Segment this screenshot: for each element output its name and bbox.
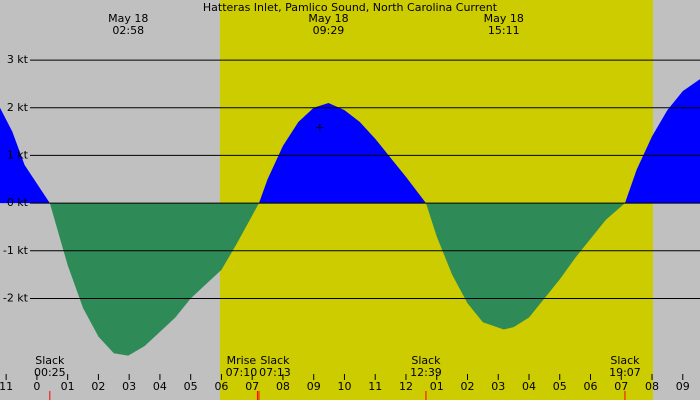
x-tick-label: 02 (91, 380, 105, 393)
ebb-area (425, 203, 625, 330)
y-tick-label: -2 kt (3, 291, 29, 304)
x-tick-label: 10 (337, 380, 351, 393)
x-tick-label: 07 (245, 380, 259, 393)
x-tick-label: 0 (33, 380, 40, 393)
flood-area (258, 102, 426, 204)
peak-date: May 18 (108, 12, 148, 25)
event-name: Slack (411, 354, 441, 367)
event-name: Mrise (227, 354, 257, 367)
event-time: 19:07 (609, 366, 641, 379)
x-tick-label: 06 (584, 380, 598, 393)
ebb-area (49, 203, 259, 356)
x-tick-label: 08 (645, 380, 659, 393)
chart-title: Hatteras Inlet, Pamlico Sound, North Car… (203, 1, 498, 14)
x-tick-label: 05 (184, 380, 198, 393)
x-tick-label: 11 (0, 380, 13, 393)
event-name: Slack (35, 354, 65, 367)
peak-date: May 18 (308, 12, 348, 25)
x-tick-label: 01 (61, 380, 75, 393)
y-tick-label: 1 kt (7, 148, 29, 161)
event-name: Slack (260, 354, 290, 367)
y-tick-label: 2 kt (7, 101, 29, 114)
x-tick-label: 03 (491, 380, 505, 393)
x-tick-label: 07 (614, 380, 628, 393)
x-tick-label: 04 (522, 380, 536, 393)
event-name: Slack (610, 354, 640, 367)
event-time: 07:10 (226, 366, 258, 379)
event-time: 12:39 (410, 366, 442, 379)
x-tick-label: 06 (214, 380, 228, 393)
x-tick-label: 05 (553, 380, 567, 393)
event-time: 00:25 (34, 366, 66, 379)
x-tick-label: 03 (122, 380, 136, 393)
peak-time: 15:11 (488, 24, 520, 37)
x-tick-label: 04 (153, 380, 167, 393)
x-tick-label: 01 (430, 380, 444, 393)
y-tick-label: 0 kt (7, 196, 29, 209)
flood-area (624, 79, 700, 204)
event-time: 07:13 (259, 366, 291, 379)
peak-date: May 18 (484, 12, 524, 25)
peak-time: 02:58 (112, 24, 144, 37)
x-tick-label: 12 (399, 380, 413, 393)
y-tick-label: 3 kt (7, 53, 29, 66)
x-tick-label: 02 (460, 380, 474, 393)
x-tick-label: 08 (276, 380, 290, 393)
peak-marker: + (315, 121, 324, 134)
x-tick-label: 11 (368, 380, 382, 393)
y-tick-label: -1 kt (3, 244, 29, 257)
x-tick-label: 09 (676, 380, 690, 393)
x-tick-label: 09 (307, 380, 321, 393)
flood-area (0, 107, 50, 204)
peak-time: 09:29 (313, 24, 345, 37)
